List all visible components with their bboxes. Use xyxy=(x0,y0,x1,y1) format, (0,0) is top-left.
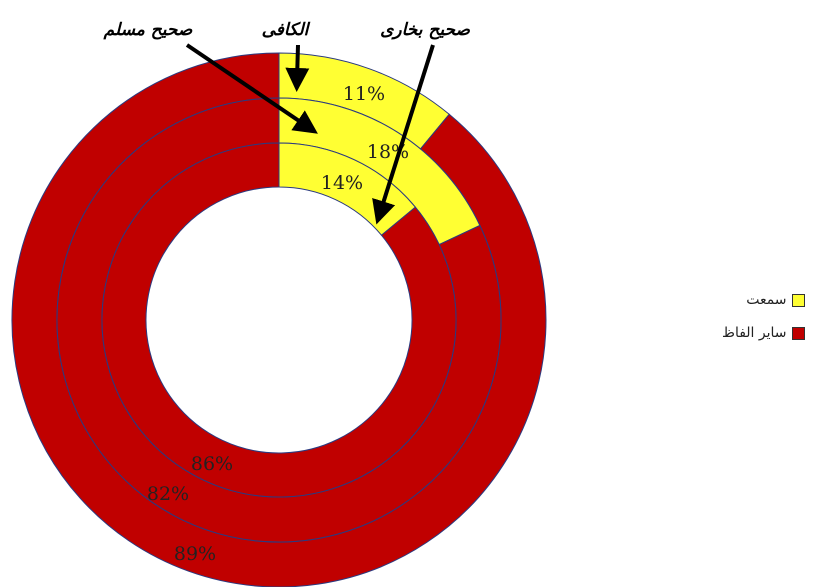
legend-item-samitu: سمعت xyxy=(722,292,805,308)
legend-item-other: سایر الفاظ xyxy=(722,325,805,341)
annotation-muslim: صحیح مسلم xyxy=(103,20,193,40)
rings xyxy=(11,52,547,587)
legend: سمعت سایر الفاظ xyxy=(722,292,805,358)
slice-inner-other xyxy=(101,142,457,498)
arrow-kafi xyxy=(285,44,310,92)
annotation-kafi: الکافی xyxy=(262,20,311,40)
legend-swatch-yellow xyxy=(791,293,805,307)
legend-swatch-red xyxy=(791,326,805,340)
legend-label: سمعت xyxy=(746,292,787,308)
value-label-inner-other: 86% xyxy=(191,453,233,475)
value-label-outer-other: 89% xyxy=(174,543,216,565)
value-label-outer-samitu: 11% xyxy=(343,83,385,105)
ring-annotations: صحیح مسلم الکافی صحیح بخاری xyxy=(103,20,470,225)
arrow-bukhari xyxy=(372,44,435,225)
legend-label: سایر الفاظ xyxy=(722,325,787,341)
arrow-muslim xyxy=(185,43,318,134)
annotation-bukhari: صحیح بخاری xyxy=(380,20,470,40)
value-label-inner-samitu: 14% xyxy=(321,172,363,194)
value-label-middle-other: 82% xyxy=(147,483,189,505)
